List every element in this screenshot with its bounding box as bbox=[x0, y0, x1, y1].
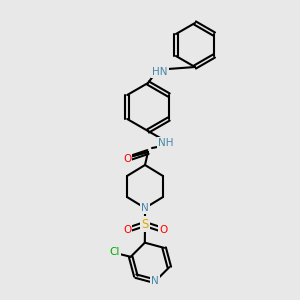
Text: S: S bbox=[141, 218, 149, 230]
Text: HN: HN bbox=[152, 67, 168, 77]
Text: NH: NH bbox=[158, 138, 174, 148]
Text: N: N bbox=[151, 276, 159, 286]
Text: Cl: Cl bbox=[110, 247, 120, 257]
Text: O: O bbox=[123, 154, 131, 164]
Text: O: O bbox=[159, 225, 167, 235]
Text: N: N bbox=[141, 203, 149, 213]
Text: O: O bbox=[123, 225, 131, 235]
